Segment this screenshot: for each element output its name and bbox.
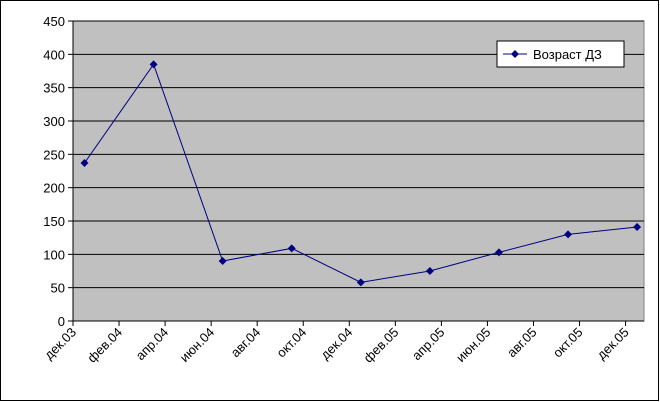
y-tick-label: 300: [43, 114, 65, 129]
y-tick-label: 400: [43, 47, 65, 62]
point-marker: [218, 257, 227, 265]
point-marker: [633, 223, 642, 231]
point-marker: [494, 248, 503, 257]
y-tick-label: 350: [43, 81, 65, 96]
point-marker: [287, 244, 296, 253]
y-tick-label: 450: [43, 14, 65, 29]
legend-label: Возраст ДЗ: [533, 47, 602, 62]
point-marker: [80, 159, 89, 167]
legend: Возраст ДЗ: [496, 40, 625, 68]
y-tick-label: 150: [43, 214, 65, 229]
point-marker: [425, 267, 434, 275]
y-tick-label: 200: [43, 181, 65, 196]
point-marker: [149, 60, 158, 69]
y-tick-label: 250: [43, 147, 65, 162]
plot-area: [72, 20, 645, 322]
y-tick-label: 0: [58, 314, 65, 329]
point-marker: [564, 230, 573, 239]
y-tick-label: 100: [43, 247, 65, 262]
y-tick-label: 50: [51, 281, 65, 296]
legend-marker: [511, 50, 519, 58]
point-marker: [356, 278, 365, 287]
